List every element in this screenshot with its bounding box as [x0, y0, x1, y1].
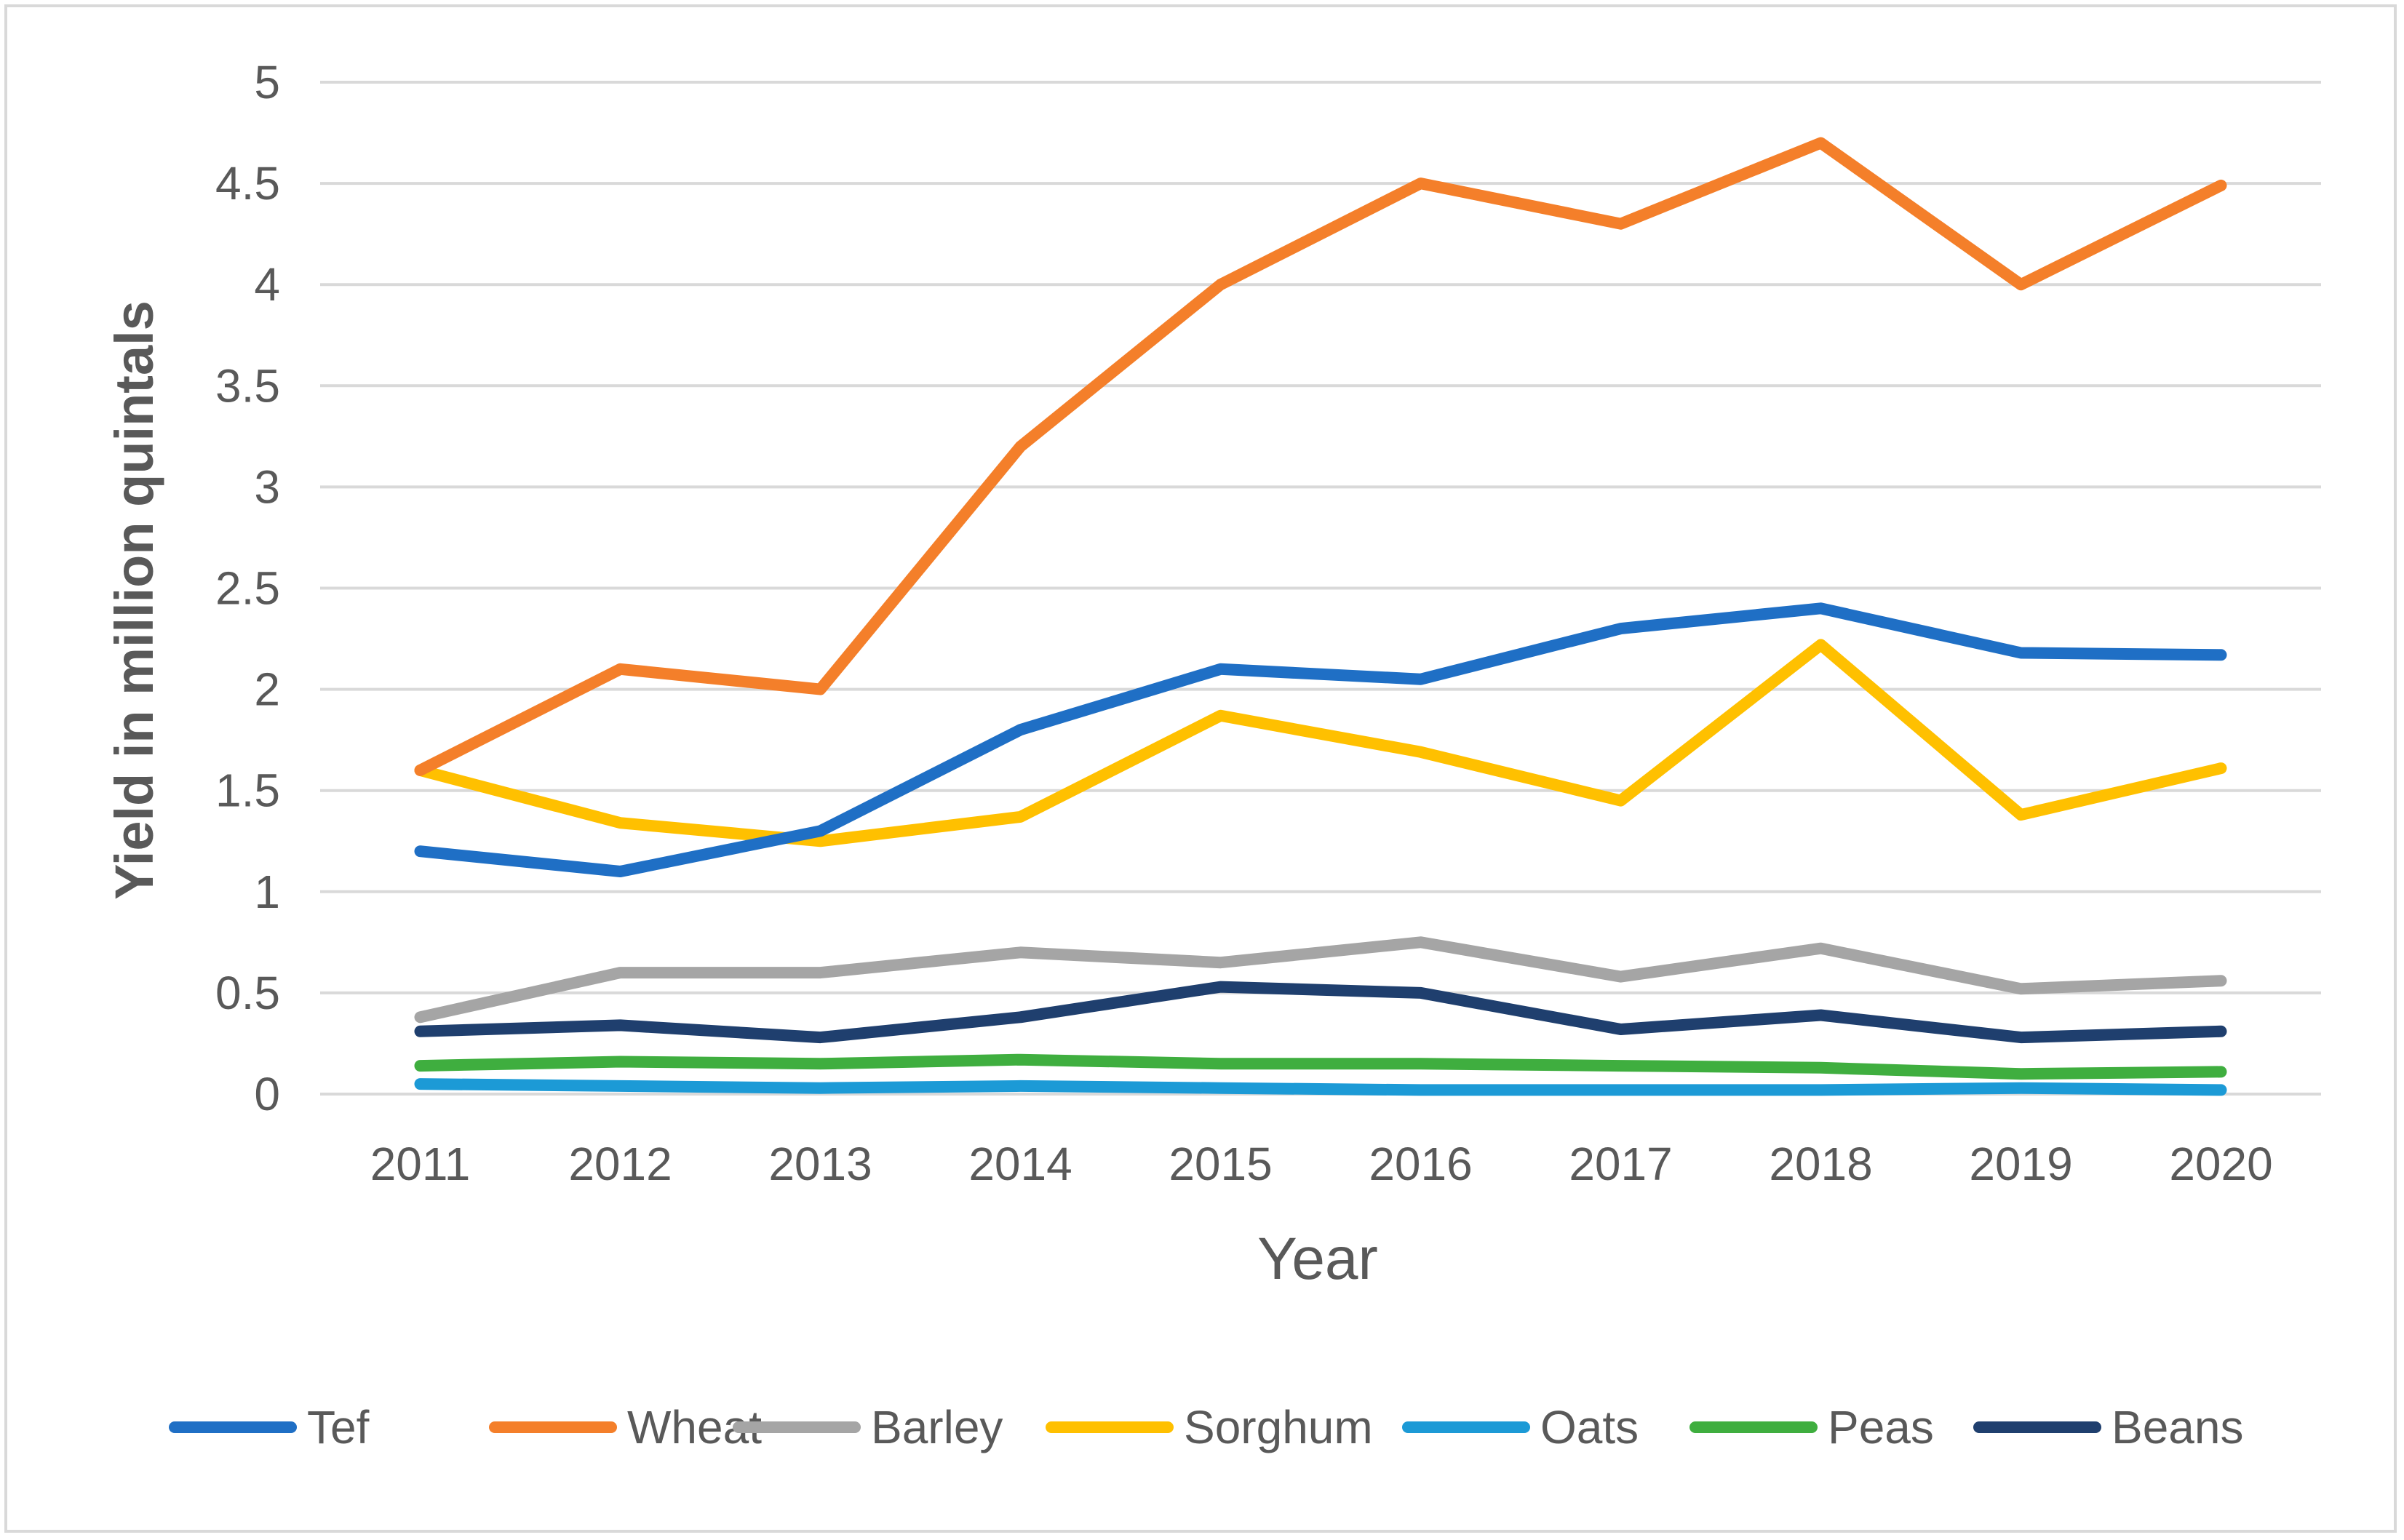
x-tick-label: 2017 [1569, 1138, 1672, 1190]
x-tick-label: 2016 [1369, 1138, 1472, 1190]
x-tick-label: 2012 [568, 1138, 672, 1190]
y-axis-title: Yield in million quintals [104, 300, 164, 900]
x-tick-label: 2015 [1169, 1138, 1272, 1190]
chart-frame [4, 4, 2397, 1533]
series-line-barley [414, 936, 2227, 1024]
y-tick-label: 2 [254, 663, 280, 716]
y-tick-label: 3.5 [215, 359, 280, 412]
legend: Tef Wheat Barley Sorghum Oats Peas Beans [169, 1401, 2243, 1453]
y-tick-label: 5 [254, 56, 280, 108]
series-line-peas [414, 1053, 2227, 1080]
legend-label-sorghum: Sorghum [1184, 1401, 1373, 1453]
x-tick-label: 2013 [768, 1138, 872, 1190]
x-axis-title: Year [1257, 1226, 1378, 1292]
legend-label-peas: Peas [1828, 1401, 1934, 1453]
series-lines [414, 137, 2227, 1096]
series-line-sorghum [414, 639, 2227, 847]
x-tick-label: 2018 [1769, 1138, 1872, 1190]
y-tick-label: 3 [254, 460, 280, 513]
y-tick-label: 2.5 [215, 562, 280, 615]
y-axis-ticks: 0 0.5 1 1.5 2 2.5 3 3.5 4 4.5 5 [215, 56, 280, 1120]
y-tick-label: 1.5 [215, 765, 280, 817]
series-line-beans [414, 981, 2227, 1044]
y-tick-label: 4.5 [215, 157, 280, 210]
legend-label-barley: Barley [871, 1401, 1003, 1453]
legend-label-tef: Tef [307, 1401, 370, 1453]
legend-label-oats: Oats [1540, 1401, 1639, 1453]
legend-label-beans: Beans [2112, 1401, 2243, 1453]
x-axis-ticks: 2011 2012 2013 2014 2015 2016 2017 2018 2019 2020 [370, 1138, 2273, 1190]
x-tick-label: 2014 [968, 1138, 1072, 1190]
series-line-wheat [414, 137, 2227, 776]
x-tick-label: 2011 [370, 1138, 471, 1190]
y-tick-label: 0 [254, 1068, 280, 1120]
y-tick-label: 1 [254, 866, 280, 918]
y-tick-label: 0.5 [215, 967, 280, 1019]
y-tick-label: 4 [254, 258, 280, 311]
x-tick-label: 2020 [2169, 1138, 2272, 1190]
series-line-oats [414, 1078, 2227, 1096]
series-line-tef [414, 602, 2227, 877]
x-tick-label: 2019 [1969, 1138, 2072, 1190]
